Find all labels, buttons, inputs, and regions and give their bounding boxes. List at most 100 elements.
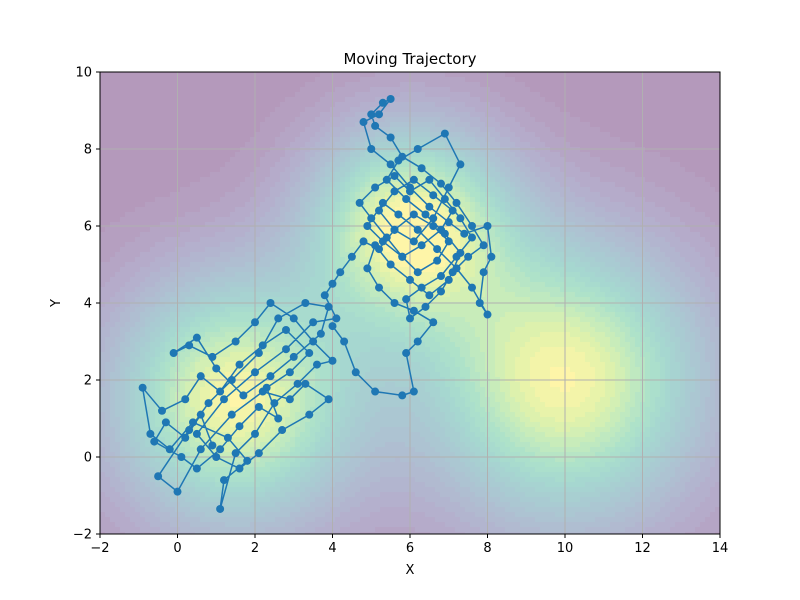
contour-cell: [510, 217, 516, 223]
contour-cell: [645, 142, 651, 148]
contour-cell: [240, 257, 246, 263]
contour-cell: [335, 212, 341, 218]
contour-cell: [635, 227, 641, 233]
contour-cell: [340, 127, 346, 133]
contour-cell: [225, 212, 231, 218]
contour-cell: [315, 257, 321, 263]
contour-cell: [320, 232, 326, 238]
contour-cell: [290, 102, 296, 108]
contour-cell: [400, 242, 406, 248]
contour-cell: [235, 207, 241, 213]
contour-cell: [605, 162, 611, 168]
contour-cell: [210, 222, 216, 228]
contour-cell: [705, 237, 711, 243]
contour-cell: [660, 107, 666, 113]
contour-cell: [210, 167, 216, 173]
contour-cell: [110, 252, 116, 258]
contour-cell: [530, 197, 536, 203]
contour-cell: [300, 247, 306, 253]
contour-cell: [440, 202, 446, 208]
contour-cell: [260, 252, 266, 258]
contour-cell: [195, 152, 201, 158]
contour-cell: [370, 127, 376, 133]
contour-cell: [150, 97, 156, 103]
contour-cell: [590, 137, 596, 143]
contour-cell: [360, 227, 366, 233]
contour-cell: [170, 107, 176, 113]
contour-cell: [165, 157, 171, 163]
contour-cell: [305, 82, 311, 88]
contour-cell: [605, 187, 611, 193]
contour-cell: [325, 112, 331, 118]
contour-cell: [685, 257, 691, 263]
contour-cell: [495, 102, 501, 108]
contour-cell: [290, 132, 296, 138]
contour-cell: [220, 122, 226, 128]
contour-cell: [590, 172, 596, 178]
contour-cell: [110, 147, 116, 153]
contour-cell: [505, 97, 511, 103]
contour-cell: [300, 242, 306, 248]
contour-cell: [110, 102, 116, 108]
contour-cell: [125, 252, 131, 258]
contour-cell: [345, 72, 351, 78]
contour-cell: [395, 107, 401, 113]
contour-cell: [375, 102, 381, 108]
contour-cell: [570, 167, 576, 173]
contour-cell: [695, 212, 701, 218]
contour-cell: [400, 147, 406, 153]
contour-cell: [395, 117, 401, 123]
contour-cell: [470, 262, 476, 268]
contour-cell: [210, 272, 216, 278]
contour-cell: [635, 142, 641, 148]
contour-cell: [450, 257, 456, 263]
contour-cell: [635, 182, 641, 188]
contour-cell: [545, 207, 551, 213]
contour-cell: [710, 262, 716, 268]
contour-cell: [260, 182, 266, 188]
contour-cell: [585, 237, 591, 243]
contour-cell: [400, 87, 406, 93]
contour-cell: [600, 142, 606, 148]
contour-cell: [415, 142, 421, 148]
contour-cell: [425, 82, 431, 88]
contour-cell: [110, 82, 116, 88]
contour-cell: [165, 92, 171, 98]
contour-cell: [205, 152, 211, 158]
contour-cell: [450, 72, 456, 78]
contour-cell: [590, 77, 596, 83]
contour-cell: [215, 102, 221, 108]
contour-cell: [365, 177, 371, 183]
contour-cell: [475, 102, 481, 108]
contour-cell: [580, 227, 586, 233]
contour-cell: [545, 157, 551, 163]
contour-cell: [560, 257, 566, 263]
contour-cell: [240, 162, 246, 168]
contour-cell: [140, 222, 146, 228]
contour-cell: [670, 97, 676, 103]
contour-cell: [375, 162, 381, 168]
contour-cell: [105, 172, 111, 178]
contour-cell: [710, 227, 716, 233]
contour-cell: [255, 112, 261, 118]
contour-cell: [170, 207, 176, 213]
contour-cell: [115, 107, 121, 113]
contour-cell: [125, 247, 131, 253]
contour-cell: [535, 202, 541, 208]
contour-cell: [100, 77, 106, 83]
contour-cell: [120, 272, 126, 278]
contour-cell: [670, 207, 676, 213]
contour-cell: [540, 202, 546, 208]
contour-cell: [410, 117, 416, 123]
contour-cell: [135, 72, 141, 78]
contour-cell: [655, 132, 661, 138]
contour-cell: [460, 202, 466, 208]
contour-cell: [440, 137, 446, 143]
contour-cell: [385, 87, 391, 93]
contour-cell: [405, 162, 411, 168]
contour-cell: [265, 117, 271, 123]
contour-cell: [585, 217, 591, 223]
contour-cell: [320, 267, 326, 273]
contour-cell: [705, 227, 711, 233]
contour-cell: [160, 92, 166, 98]
